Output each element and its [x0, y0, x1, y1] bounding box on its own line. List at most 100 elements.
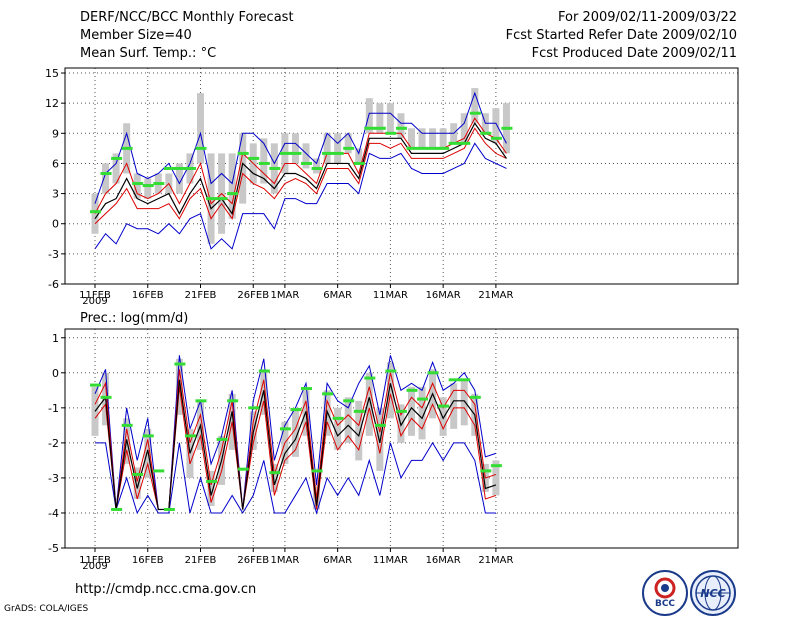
x-tick-label: 1MAR — [271, 290, 300, 301]
x-tick-label: 1MAR — [271, 555, 300, 566]
green-mark — [448, 141, 460, 145]
green-mark — [332, 416, 344, 420]
green-mark — [353, 409, 365, 413]
green-mark — [438, 146, 450, 150]
green-mark — [364, 126, 376, 130]
ensemble-box — [334, 407, 342, 450]
year-label: 2009 — [82, 296, 107, 307]
green-mark — [385, 369, 397, 373]
green-mark — [469, 111, 481, 115]
ensemble-box — [239, 509, 247, 511]
ensemble-box — [144, 428, 152, 478]
chart-panel-2: -5 -4 -3 -2 -1 0 1 11FEB 16FEB 21FEB 26FEB 1MAR 6MAR… — [48, 311, 739, 572]
ensemble-box — [313, 158, 321, 174]
ncc-logo: NCC — [690, 570, 736, 616]
ensemble-box — [344, 397, 352, 443]
green-mark — [153, 182, 165, 186]
ensemble-box — [450, 383, 458, 429]
x-tick-label: 16FEB — [132, 290, 164, 301]
plot-frame — [64, 328, 739, 549]
green-mark — [469, 395, 481, 399]
forecast-started-date: Fcst Started Refer Date 2009/02/10 — [505, 28, 737, 43]
green-mark — [121, 423, 133, 427]
ensemble-box — [418, 128, 426, 149]
x-tick-label: 6MAR — [323, 290, 352, 301]
series-min-line — [95, 441, 496, 515]
green-mark — [374, 423, 386, 427]
ensemble-box — [112, 153, 120, 184]
green-mark — [343, 146, 355, 150]
y-tick-label: 3 — [52, 188, 59, 201]
ensemble-box — [376, 103, 384, 134]
series-median-line — [94, 379, 497, 511]
x-tick-label: 11MAR — [373, 290, 408, 301]
green-mark — [90, 210, 101, 214]
bcc-logo-text: BCC — [654, 599, 676, 609]
ensemble-box — [144, 178, 152, 199]
green-mark — [269, 166, 281, 170]
green-mark — [195, 399, 207, 403]
y-tick-label: -5 — [48, 542, 59, 555]
green-mark — [322, 392, 334, 396]
green-mark — [269, 471, 281, 475]
green-mark — [237, 151, 249, 155]
x-tick-label: 16FEB — [132, 555, 164, 566]
ensemble-box — [260, 138, 268, 184]
y-tick-label: 15 — [45, 67, 59, 80]
green-mark — [163, 166, 175, 170]
source-url[interactable]: http://cmdp.ncc.cma.gov.cn — [75, 582, 257, 597]
forecast-produced-date: Fcst Produced Date 2009/02/11 — [531, 46, 737, 61]
series-median-line — [94, 122, 507, 220]
green-mark — [290, 151, 302, 155]
ensemble-box — [355, 400, 363, 461]
ensemble-box — [355, 148, 363, 164]
ensemble-box — [270, 463, 278, 492]
y-tick-label: -2 — [48, 437, 59, 450]
green-mark — [301, 161, 312, 165]
series-q25-line — [94, 127, 507, 225]
green-mark — [343, 399, 355, 403]
green-mark — [311, 469, 323, 473]
green-mark — [111, 507, 123, 511]
green-mark — [279, 427, 291, 431]
ensemble-box — [291, 133, 299, 164]
ensemble-box — [376, 407, 384, 471]
y-tick-label: -3 — [48, 472, 59, 485]
green-mark — [395, 126, 407, 130]
ensemble-box — [302, 143, 310, 169]
ensemble-box — [323, 133, 331, 164]
green-mark — [142, 184, 154, 188]
ensemble-box — [133, 173, 141, 199]
green-mark — [174, 362, 186, 366]
ensemble-box — [397, 113, 405, 139]
green-mark — [480, 131, 492, 135]
x-tick-label: 16MAR — [426, 555, 461, 566]
green-mark — [216, 197, 228, 201]
ensemble-box — [334, 133, 342, 164]
y-tick-label: 9 — [52, 127, 59, 140]
y-tick-label: -1 — [48, 402, 59, 415]
green-mark — [121, 146, 133, 150]
x-tick-label: 16MAR — [426, 290, 461, 301]
ensemble-box — [365, 372, 373, 436]
precip-title: Prec.: log(mm/d) — [80, 311, 188, 326]
member-size: Member Size=40 — [80, 28, 192, 43]
x-tick-label: 11FEB — [79, 555, 111, 566]
green-mark — [311, 166, 323, 170]
green-mark — [100, 171, 112, 175]
green-mark — [417, 146, 429, 150]
ensemble-box — [460, 113, 468, 144]
green-mark — [290, 408, 302, 412]
ensemble-box — [408, 386, 415, 436]
x-tick-label: 11MAR — [373, 555, 408, 566]
green-mark — [184, 166, 196, 170]
ensemble-box — [291, 407, 299, 457]
green-mark — [174, 166, 186, 170]
green-mark — [227, 192, 239, 196]
y-tick-label: 6 — [52, 157, 59, 170]
ensemble-box — [439, 397, 447, 436]
green-mark — [195, 146, 207, 150]
green-mark — [142, 434, 154, 438]
green-mark — [132, 182, 144, 186]
grads-credit: GrADS: COLA/IGES — [4, 604, 89, 614]
